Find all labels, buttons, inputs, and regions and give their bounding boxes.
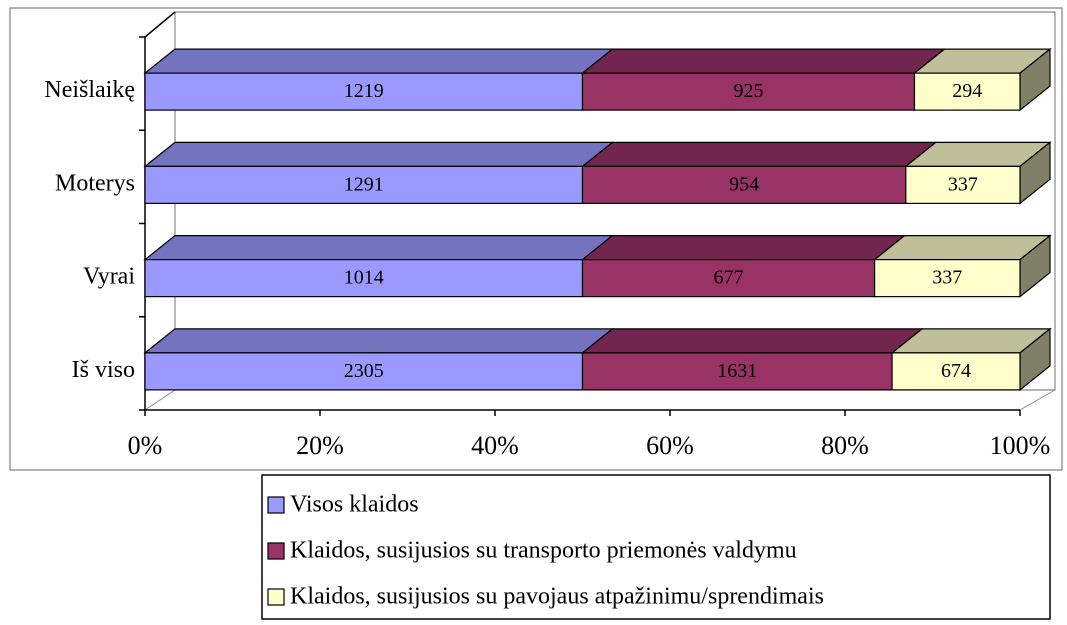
bar	[581, 72, 916, 111]
bar-top	[143, 328, 615, 354]
axis-depth	[144, 11, 176, 38]
data-label: 1219	[344, 80, 384, 102]
data-label: 337	[932, 267, 962, 289]
floor-edge	[1019, 389, 1056, 411]
bar	[905, 165, 1021, 204]
data-label: 1014	[344, 267, 384, 289]
bar	[144, 165, 584, 204]
bar-top	[580, 141, 938, 167]
data-label: 294	[952, 80, 982, 102]
y-tick-label: Iš viso	[72, 357, 135, 383]
bar	[581, 352, 893, 391]
x-tick-label: 60%	[646, 431, 694, 460]
legend-label: Klaidos, susijusios su pavojaus atpažini…	[290, 584, 824, 610]
y-tick-label: Vyrai	[83, 264, 135, 290]
data-label: 2305	[344, 360, 384, 382]
bar-top	[143, 141, 615, 167]
bar-top	[143, 235, 615, 261]
data-label: 337	[948, 173, 978, 195]
x-tick-label: 20%	[296, 431, 344, 460]
x-tick-label: 100%	[990, 431, 1051, 460]
data-label: 674	[941, 360, 971, 382]
bar	[873, 259, 1021, 298]
data-label: 954	[729, 173, 759, 195]
bar	[581, 165, 907, 204]
chart-frame	[9, 7, 1063, 471]
y-tick-label: Moterys	[55, 170, 135, 196]
bar-top	[143, 48, 615, 74]
bar	[144, 72, 584, 111]
data-label: 677	[714, 267, 744, 289]
x-tick-label: 80%	[821, 431, 869, 460]
data-label: 925	[733, 80, 763, 102]
bar-top	[580, 235, 907, 261]
bar	[581, 259, 876, 298]
data-label: 1291	[344, 173, 384, 195]
legend-label: Klaidos, susijusios su transporto priemo…	[290, 538, 797, 564]
y-tick-label: Neišlaikę	[44, 77, 135, 103]
legend-swatch	[267, 542, 285, 560]
bar-top	[580, 328, 924, 354]
bar	[891, 352, 1021, 391]
legend-swatch	[267, 496, 285, 514]
legend-swatch	[267, 588, 285, 606]
x-tick-label: 40%	[471, 431, 519, 460]
legend-label: Visos klaidos	[290, 492, 419, 518]
bar	[913, 72, 1021, 111]
legend	[261, 474, 1051, 620]
x-tick-label: 0%	[128, 431, 163, 460]
bar-top	[580, 48, 947, 74]
floor-edge	[144, 389, 176, 411]
data-label: 1631	[717, 360, 757, 382]
